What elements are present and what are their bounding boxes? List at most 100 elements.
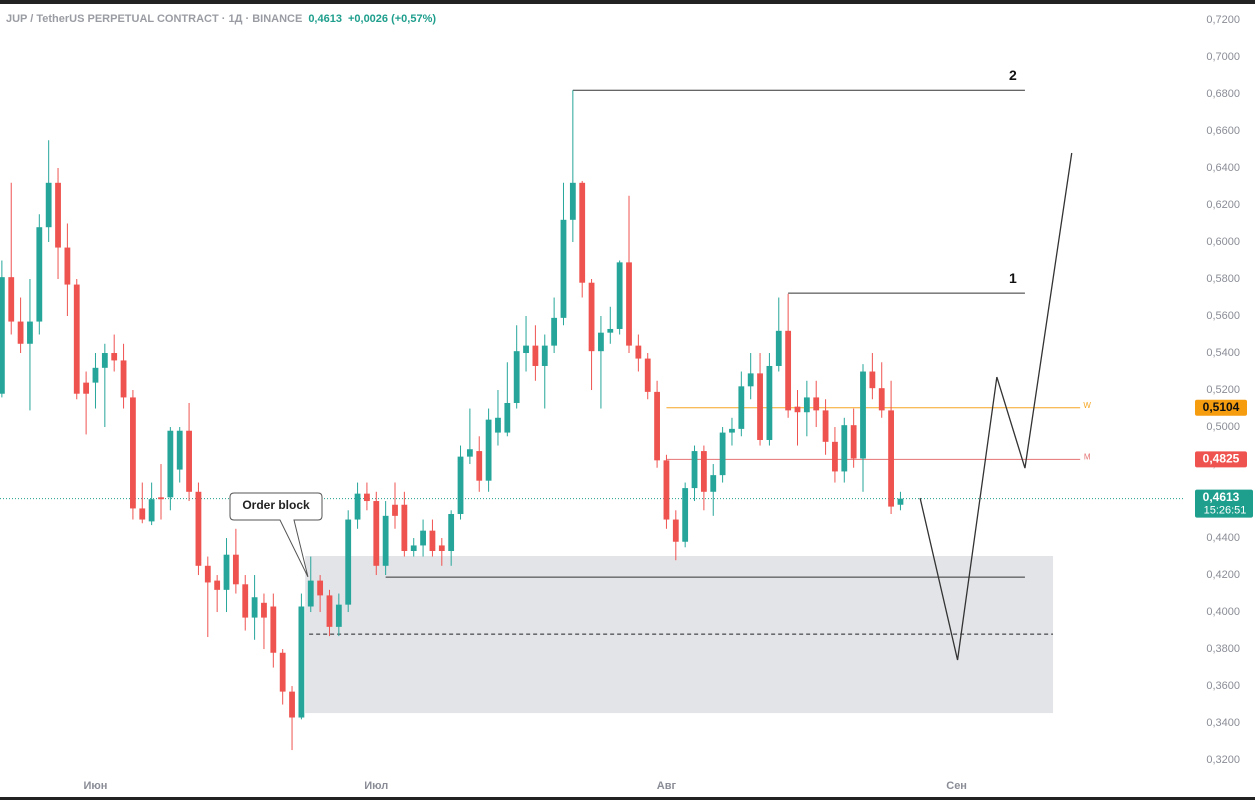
level-label: W — [1083, 401, 1091, 410]
candle-body — [410, 545, 417, 551]
candle-body — [551, 317, 558, 346]
candle-body — [588, 282, 595, 352]
callout-box — [229, 492, 323, 578]
candle-body — [813, 397, 820, 411]
y-tick-label: 0,5000 — [1206, 421, 1240, 433]
y-tick-label: 0,3400 — [1206, 717, 1240, 729]
top-bar — [0, 0, 1255, 4]
candle-body — [317, 580, 324, 596]
candle-body — [700, 451, 707, 492]
candle-body — [775, 330, 782, 366]
price-change: +0,0026 (+0,57%) — [347, 13, 437, 25]
candle-body — [392, 504, 398, 516]
y-tick-label: 0,5200 — [1206, 384, 1240, 396]
candle-body — [270, 606, 277, 653]
candle-body — [251, 597, 258, 618]
candle-body — [335, 604, 342, 627]
y-tick-label: 0,3200 — [1206, 754, 1240, 766]
candle-body — [429, 530, 436, 551]
x-tick-label: Авг — [657, 780, 677, 792]
candle-body — [382, 515, 389, 566]
candle-body — [888, 410, 894, 507]
candle-body — [401, 504, 408, 551]
x-tick-label: Июн — [83, 780, 107, 792]
candle-body — [495, 417, 501, 433]
candle-body — [672, 519, 679, 542]
candle-body — [541, 345, 548, 366]
price-tag-label: 0,4825 — [1203, 452, 1240, 466]
price-tag-label: 0,4613 — [1203, 490, 1240, 504]
candle-body — [204, 565, 211, 583]
candle-body — [504, 402, 511, 433]
candle-body — [691, 451, 698, 489]
header: JUP / TetherUS PERPETUAL CONTRACT · 1Д ·… — [6, 13, 436, 25]
projection-path — [919, 152, 1073, 661]
candle-body — [345, 519, 352, 605]
price-tag — [1195, 399, 1247, 416]
price-tag — [1195, 489, 1253, 518]
candle-body — [448, 513, 455, 551]
candle-body — [513, 351, 520, 403]
candle-body — [476, 451, 483, 481]
y-tick-label: 0,5600 — [1206, 310, 1240, 322]
candle-body — [598, 332, 604, 352]
y-tick-label: 0,3600 — [1206, 680, 1240, 692]
candle-body — [158, 497, 164, 500]
candle-body — [0, 277, 5, 394]
candle-body — [766, 365, 773, 440]
candle-body — [167, 430, 174, 498]
candle-body — [850, 425, 857, 459]
level-label: 1 — [1009, 270, 1017, 286]
candle-body — [111, 353, 118, 361]
candle-body — [757, 373, 763, 440]
candle-body — [73, 284, 80, 394]
y-tick-label: 0,7200 — [1206, 14, 1240, 26]
candle-body — [560, 219, 567, 318]
candle-body — [822, 410, 829, 442]
symbol-title: JUP / TetherUS PERPETUAL CONTRACT · 1Д ·… — [6, 13, 303, 25]
y-tick-label: 0,6400 — [1206, 162, 1240, 174]
y-tick-label: 0,4000 — [1206, 606, 1240, 618]
candle-body — [101, 353, 108, 368]
candle-body — [373, 501, 380, 566]
candle-body — [635, 345, 642, 359]
candle-body — [232, 554, 239, 585]
x-tick-label: Июл — [364, 780, 388, 792]
candle-body — [485, 419, 492, 481]
candle-body — [214, 580, 221, 590]
candle-body — [878, 388, 885, 411]
candle-body — [242, 584, 249, 618]
y-tick-label: 0,3800 — [1206, 643, 1240, 655]
candle-body — [438, 545, 445, 551]
candle-body — [729, 428, 735, 433]
y-tick-label: 0,6600 — [1206, 125, 1240, 137]
candle-body — [130, 397, 136, 509]
candle-body — [616, 262, 623, 329]
level-label: M — [1084, 453, 1091, 462]
candle-body — [223, 554, 230, 590]
candle-body — [326, 595, 333, 627]
candle-body — [457, 456, 464, 514]
candle-body — [17, 321, 24, 344]
y-tick-label: 0,5800 — [1206, 273, 1240, 285]
bottom-bar — [0, 797, 1255, 800]
candle-body — [663, 460, 670, 520]
candle-body — [55, 182, 61, 248]
last-price: 0,4613 — [308, 13, 342, 25]
candle-body — [747, 373, 754, 387]
candle-body — [279, 652, 286, 692]
y-tick-label: 0,6000 — [1206, 236, 1240, 248]
candle-body — [523, 345, 529, 354]
candle-body — [261, 602, 267, 618]
candle-body — [195, 491, 202, 566]
price-tag — [1195, 451, 1247, 468]
candle-body — [841, 425, 848, 472]
candle-body — [186, 430, 192, 492]
candle-body — [289, 691, 295, 718]
y-tick-label: 0,6800 — [1206, 88, 1240, 100]
candle-body — [579, 182, 586, 283]
candle-body — [45, 182, 52, 228]
candle-body — [532, 345, 539, 366]
candle-body — [36, 227, 43, 322]
